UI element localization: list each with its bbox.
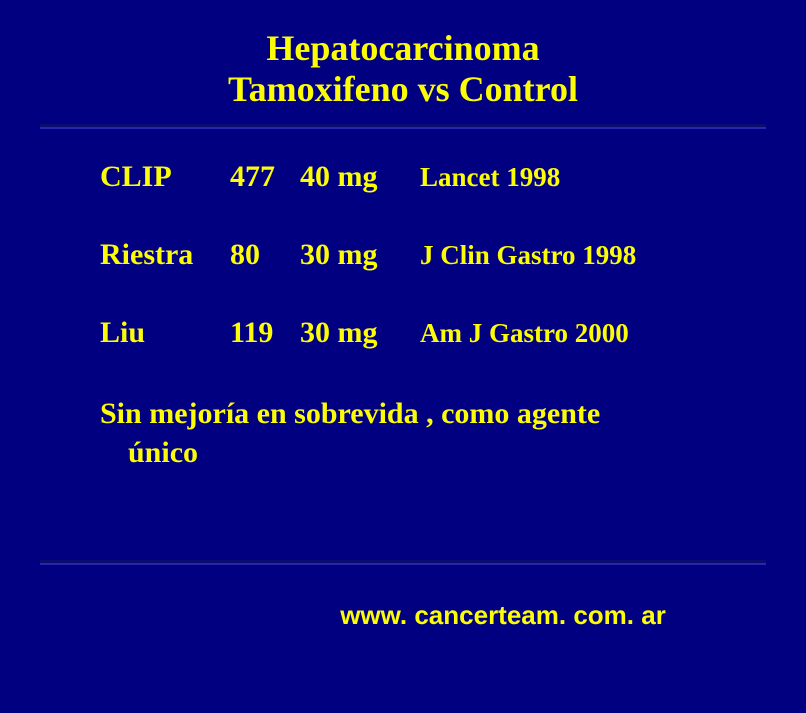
study-n: 80 — [230, 238, 300, 272]
study-n: 477 — [230, 160, 300, 194]
study-name: Riestra — [100, 238, 230, 272]
study-row: CLIP 477 40 mg Lancet 1998 — [100, 160, 746, 194]
content-area: CLIP 477 40 mg Lancet 1998 Riestra 80 30… — [100, 160, 746, 472]
study-row: Liu 119 30 mg Am J Gastro 2000 — [100, 316, 746, 350]
study-dose: 30 mg — [300, 238, 420, 272]
footer-url: www. cancerteam. com. ar — [0, 600, 806, 631]
summary-line-2: único — [100, 433, 746, 472]
study-row: Riestra 80 30 mg J Clin Gastro 1998 — [100, 238, 746, 272]
study-dose: 30 mg — [300, 316, 420, 350]
study-source: Lancet 1998 — [420, 162, 746, 193]
title-line-1: Hepatocarcinoma — [0, 28, 806, 69]
study-name: Liu — [100, 316, 230, 350]
summary-line-1: Sin mejoría en sobrevida , como agente — [100, 394, 746, 433]
title-line-2: Tamoxifeno vs Control — [0, 69, 806, 110]
study-dose: 40 mg — [300, 160, 420, 194]
study-n: 119 — [230, 316, 300, 350]
study-name: CLIP — [100, 160, 230, 194]
divider-top — [40, 124, 766, 129]
slide-title: Hepatocarcinoma Tamoxifeno vs Control — [0, 0, 806, 111]
study-source: J Clin Gastro 1998 — [420, 240, 746, 271]
study-source: Am J Gastro 2000 — [420, 318, 746, 349]
divider-bottom — [40, 560, 766, 565]
summary-text: Sin mejoría en sobrevida , como agente ú… — [100, 394, 746, 472]
